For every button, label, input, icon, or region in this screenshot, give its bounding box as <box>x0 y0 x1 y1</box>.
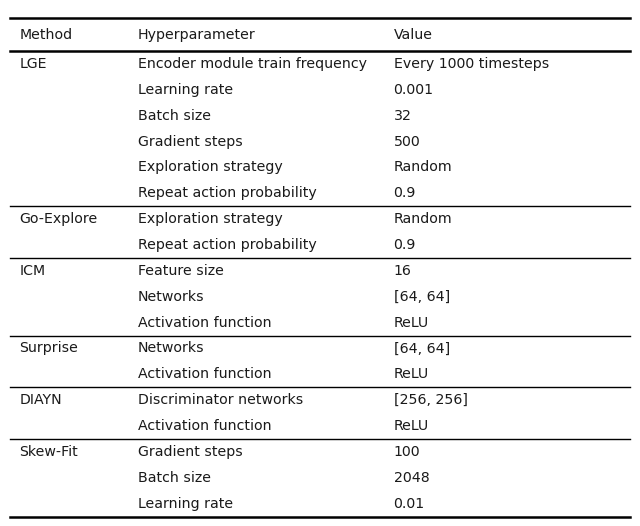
Text: Learning rate: Learning rate <box>138 497 233 511</box>
Text: DIAYN: DIAYN <box>19 393 62 407</box>
Text: Repeat action probability: Repeat action probability <box>138 186 316 200</box>
Text: Networks: Networks <box>138 341 204 356</box>
Text: Every 1000 timesteps: Every 1000 timesteps <box>394 57 549 71</box>
Text: Batch size: Batch size <box>138 471 211 485</box>
Text: Gradient steps: Gradient steps <box>138 135 243 148</box>
Text: 0.9: 0.9 <box>394 238 416 252</box>
Text: Activation function: Activation function <box>138 419 271 433</box>
Text: ICM: ICM <box>19 264 45 278</box>
Text: Repeat action probability: Repeat action probability <box>138 238 316 252</box>
Text: 0.9: 0.9 <box>394 186 416 200</box>
Text: Skew-Fit: Skew-Fit <box>19 445 78 459</box>
Text: Activation function: Activation function <box>138 367 271 381</box>
Text: [64, 64]: [64, 64] <box>394 290 450 304</box>
Text: Random: Random <box>394 160 452 175</box>
Text: Discriminator networks: Discriminator networks <box>138 393 303 407</box>
Text: Go-Explore: Go-Explore <box>19 212 97 226</box>
Text: Learning rate: Learning rate <box>138 83 233 97</box>
Text: Gradient steps: Gradient steps <box>138 445 243 459</box>
Text: Batch size: Batch size <box>138 109 211 123</box>
Text: LGE: LGE <box>19 57 47 71</box>
Text: Method: Method <box>19 28 72 42</box>
Text: ReLU: ReLU <box>394 367 429 381</box>
Text: 100: 100 <box>394 445 420 459</box>
Text: ReLU: ReLU <box>394 419 429 433</box>
Text: 500: 500 <box>394 135 420 148</box>
Text: Random: Random <box>394 212 452 226</box>
Text: Activation function: Activation function <box>138 316 271 330</box>
Text: Exploration strategy: Exploration strategy <box>138 160 282 175</box>
Text: 16: 16 <box>394 264 412 278</box>
Text: Encoder module train frequency: Encoder module train frequency <box>138 57 367 71</box>
Text: Value: Value <box>394 28 433 42</box>
Text: 0.001: 0.001 <box>394 83 434 97</box>
Text: 0.01: 0.01 <box>394 497 425 511</box>
Text: 2048: 2048 <box>394 471 429 485</box>
Text: [256, 256]: [256, 256] <box>394 393 467 407</box>
Text: [64, 64]: [64, 64] <box>394 341 450 356</box>
Text: ReLU: ReLU <box>394 316 429 330</box>
Text: Exploration strategy: Exploration strategy <box>138 212 282 226</box>
Text: Surprise: Surprise <box>19 341 78 356</box>
Text: Feature size: Feature size <box>138 264 223 278</box>
Text: 32: 32 <box>394 109 412 123</box>
Text: Networks: Networks <box>138 290 204 304</box>
Text: Hyperparameter: Hyperparameter <box>138 28 255 42</box>
